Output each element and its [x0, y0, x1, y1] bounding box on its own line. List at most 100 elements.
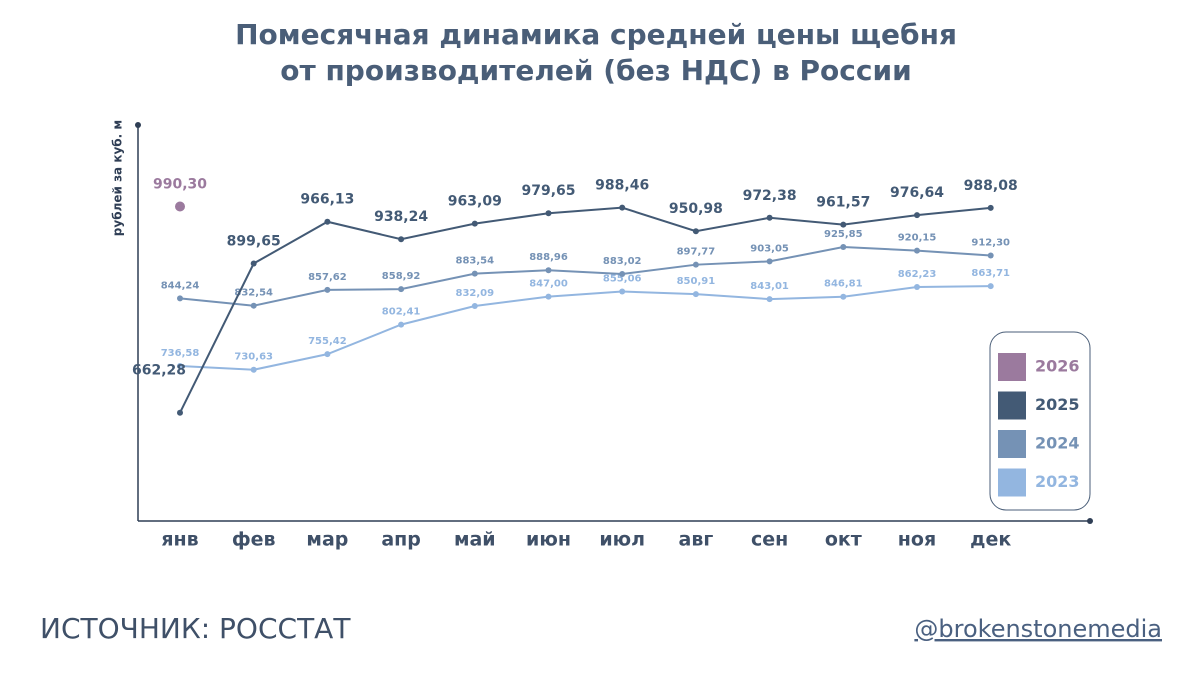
data-point	[840, 244, 847, 251]
data-label: 755,42	[308, 336, 347, 347]
x-tick-label: ноя	[898, 529, 936, 551]
data-label: 888,96	[529, 252, 568, 263]
data-label: 883,54	[456, 256, 495, 267]
data-point	[545, 267, 552, 274]
series-line	[179, 285, 991, 371]
data-label: 950,98	[669, 201, 723, 217]
data-point	[398, 321, 405, 328]
data-point	[471, 270, 478, 277]
x-tick-label: янв	[161, 529, 198, 551]
data-point	[545, 293, 552, 300]
data-label: 850,91	[677, 276, 716, 287]
data-point	[250, 260, 257, 267]
legend-label: 2024	[1035, 434, 1080, 453]
data-point	[398, 286, 405, 293]
data-label: 863,71	[971, 268, 1010, 279]
series-line	[179, 206, 991, 414]
legend-swatch	[998, 468, 1026, 497]
data-point	[766, 258, 773, 265]
x-tick-label: апр	[381, 529, 421, 551]
data-label: 899,65	[227, 234, 281, 250]
legend-swatch	[998, 391, 1026, 420]
data-label: 662,28	[132, 363, 186, 379]
data-label: 802,41	[382, 307, 421, 318]
data-point	[914, 284, 920, 291]
data-point	[987, 283, 994, 290]
x-tick-label: фев	[232, 529, 276, 551]
data-label: 990,30	[153, 177, 207, 193]
x-tick-label: дек	[970, 529, 1011, 551]
y-axis-label: рублей за куб. м	[111, 120, 125, 236]
source: ИСТОЧНИК: РОССТАТ	[40, 612, 351, 645]
data-point	[692, 291, 699, 298]
data-point	[324, 286, 331, 293]
data-point	[692, 261, 699, 268]
data-point	[175, 201, 185, 212]
data-label: 736,58	[161, 348, 200, 359]
x-tick-label: июн	[526, 529, 571, 551]
data-label: 963,09	[448, 194, 502, 210]
data-point	[619, 204, 626, 211]
data-point	[471, 220, 478, 227]
data-label: 903,05	[750, 243, 789, 254]
data-point	[914, 247, 920, 254]
data-label: 988,46	[595, 178, 649, 194]
axis-end	[135, 122, 141, 128]
data-label: 966,13	[300, 192, 354, 208]
data-point	[987, 252, 994, 259]
data-point	[250, 366, 257, 373]
data-label: 843,01	[750, 281, 789, 292]
data-label: 912,30	[971, 238, 1010, 249]
data-label: 988,08	[964, 178, 1018, 194]
data-point	[177, 295, 183, 302]
data-label: 925,85	[824, 229, 863, 240]
data-label: 855,06	[603, 274, 642, 285]
data-point	[766, 214, 773, 221]
x-tick-label: сен	[751, 529, 788, 551]
data-label: 832,09	[456, 288, 495, 299]
data-point	[914, 212, 920, 219]
data-label: 846,81	[824, 279, 863, 290]
data-label: 972,38	[743, 188, 797, 204]
data-label: 832,54	[234, 288, 273, 299]
data-point	[619, 270, 626, 277]
legend-label: 2025	[1035, 395, 1080, 414]
data-label: 847,00	[529, 279, 568, 290]
x-tick-label: авг	[679, 529, 714, 551]
data-label: 976,64	[890, 185, 944, 201]
chart-title: от производителей (без НДС) в России	[280, 54, 911, 87]
legend-label: 2023	[1035, 472, 1080, 491]
data-label: 730,63	[234, 352, 273, 363]
data-label: 920,15	[898, 233, 937, 244]
data-label: 844,24	[161, 280, 200, 291]
data-label: 938,24	[374, 209, 428, 225]
data-point	[324, 218, 331, 225]
data-point	[840, 221, 847, 228]
x-tick-label: мар	[306, 529, 348, 551]
data-label: 883,02	[603, 256, 642, 267]
x-tick-label: июл	[599, 529, 645, 551]
chart-title: Помесячная динамика средней цены щебня	[235, 18, 957, 51]
handle[interactable]: @brokenstonemedia	[914, 615, 1162, 643]
data-label: 979,65	[521, 183, 575, 199]
data-point	[545, 210, 552, 217]
axis-end	[1087, 518, 1093, 524]
data-point	[250, 302, 257, 309]
data-point	[692, 228, 699, 235]
data-point	[471, 302, 478, 309]
data-label: 857,62	[308, 272, 347, 283]
legend-swatch	[998, 430, 1026, 458]
legend-label: 2026	[1035, 357, 1080, 376]
data-point	[766, 296, 773, 303]
data-label: 961,57	[816, 195, 870, 211]
x-tick-label: окт	[825, 529, 862, 551]
data-point	[619, 288, 626, 295]
x-tick-label: май	[454, 529, 496, 551]
data-label: 897,77	[677, 247, 716, 258]
data-label: 862,23	[898, 269, 937, 280]
data-point	[177, 409, 183, 416]
legend-swatch	[998, 353, 1026, 381]
series-line	[179, 246, 991, 307]
